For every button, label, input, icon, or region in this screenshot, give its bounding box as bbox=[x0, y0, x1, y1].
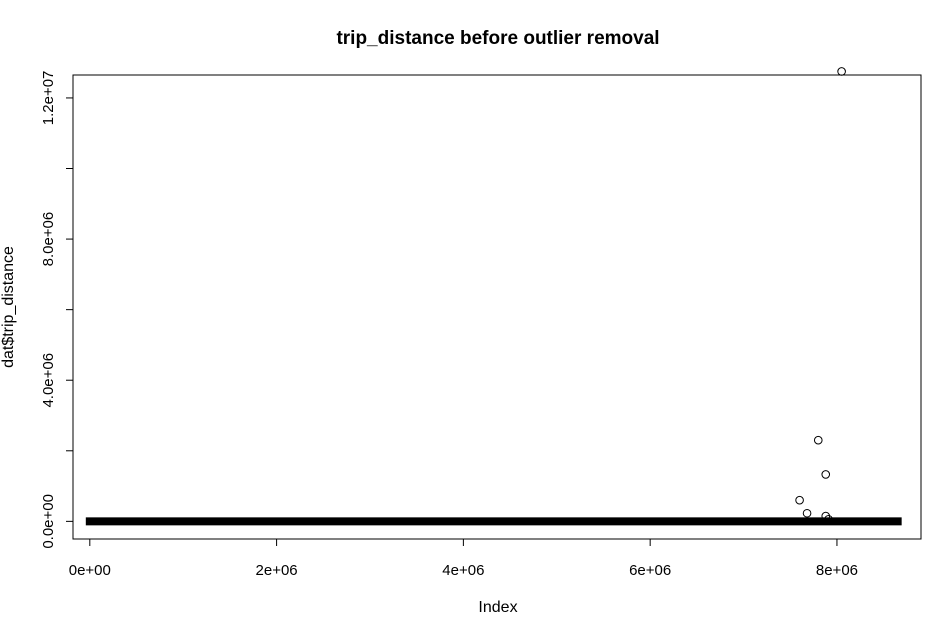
data-points bbox=[85, 67, 902, 526]
data-point bbox=[821, 470, 831, 479]
data-point bbox=[821, 511, 831, 521]
x-tick-label: 6e+06 bbox=[629, 562, 671, 579]
data-point bbox=[795, 495, 804, 505]
baseline-points-band bbox=[85, 517, 902, 526]
x-tick-label: 4e+06 bbox=[442, 562, 484, 579]
y-tick-label: 4.0e+06 bbox=[40, 353, 57, 408]
x-axis: 0e+00 2e+06 4e+06 6e+06 8e+06 bbox=[69, 538, 858, 579]
x-tick-label: 2e+06 bbox=[256, 562, 298, 579]
data-point bbox=[813, 435, 823, 445]
y-tick-label: 0.0e+00 bbox=[40, 494, 57, 549]
data-point bbox=[802, 508, 812, 518]
data-point bbox=[837, 67, 846, 76]
data-point bbox=[824, 514, 833, 524]
chart-title: trip_distance before outlier removal bbox=[336, 28, 659, 49]
x-tick-label: 0e+00 bbox=[69, 562, 111, 579]
y-tick-label: 1.2e+07 bbox=[40, 71, 57, 126]
y-axis-label: dat$trip_distance bbox=[0, 246, 17, 368]
x-tick-label: 8e+06 bbox=[816, 562, 858, 579]
plot-area-box bbox=[72, 74, 922, 540]
y-tick-label: 8.0e+06 bbox=[40, 212, 57, 267]
x-axis-label: Index bbox=[478, 599, 517, 616]
y-axis: 0.0e+00 4.0e+06 8.0e+06 1.2e+07 bbox=[40, 71, 74, 549]
